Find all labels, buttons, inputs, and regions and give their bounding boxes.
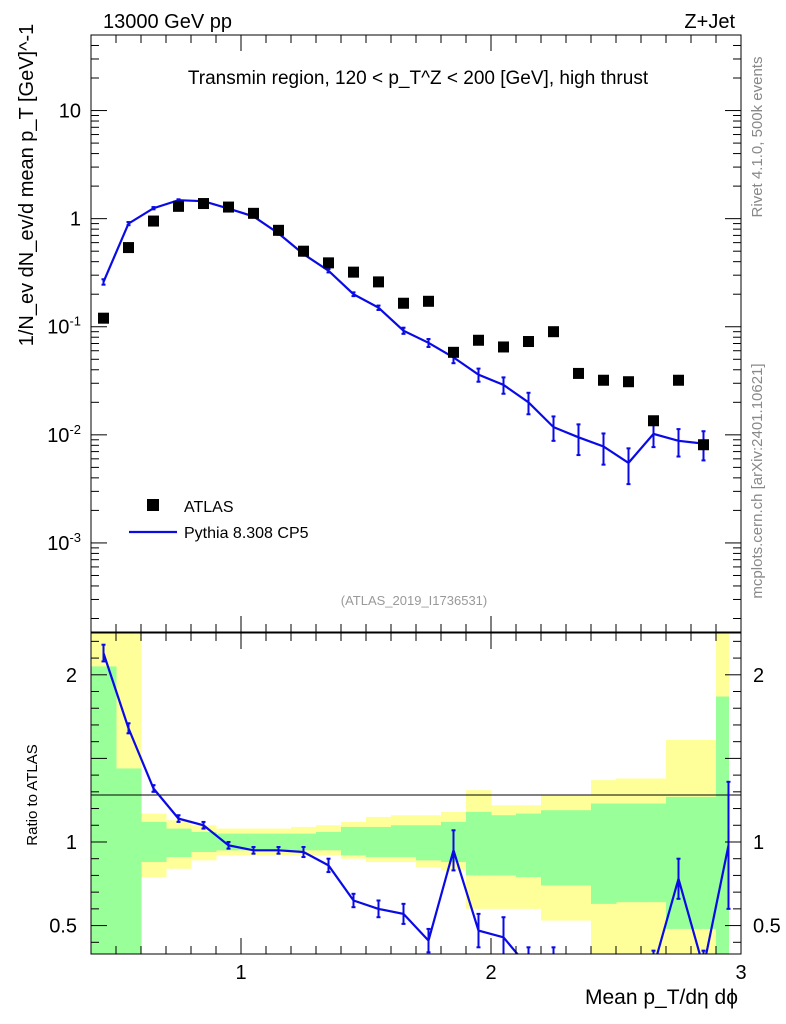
atlas-data-point [448, 346, 459, 358]
ratio-y-tick-label-right: 0.5 [753, 916, 781, 938]
atlas-data-point [123, 242, 134, 254]
atlas-data-point [423, 295, 434, 307]
atlas-data-point [523, 336, 534, 348]
ratio-band-green [691, 796, 717, 929]
legend: ATLAS Pythia 8.308 CP5 [129, 499, 309, 542]
atlas-data-point [148, 215, 159, 227]
analysis-watermark: (ATLAS_2019_I1736531) [341, 593, 487, 608]
header-right-label: Z+Jet [684, 11, 735, 33]
ratio-band-green [91, 666, 117, 954]
ratio-series-group [101, 643, 731, 954]
ratio-band-green [116, 768, 142, 954]
ratio-y-tick-label-right: 2 [753, 665, 764, 687]
main-plot-panel: 10-3 10-2 10-1 1 10 Transmin region, 120 < p… [16, 24, 742, 633]
x-tick-label: 3 [735, 962, 746, 984]
atlas-data-point [623, 376, 634, 388]
ratio-band-green [716, 696, 729, 954]
atlas-data-point [248, 207, 259, 219]
mcplots-label: mcplots.cern.ch [arXiv:2401.10621] [749, 363, 766, 598]
ratio-band-green [516, 813, 542, 878]
ratio-band-green [291, 833, 317, 851]
main-y-tick-label: 10-1 [47, 314, 81, 339]
main-series-layer [98, 198, 709, 486]
ratio-band-green [616, 803, 642, 903]
atlas-data-point [398, 297, 409, 309]
ratio-band-green [141, 821, 167, 863]
atlas-data-point [98, 312, 109, 324]
atlas-data-point [373, 276, 384, 288]
header-left-label: 13000 GeV pp [103, 11, 232, 33]
atlas-data-point [348, 266, 359, 278]
atlas-data-point [473, 334, 484, 346]
main-y-tick-label: 1 [70, 209, 81, 231]
legend-atlas-marker [147, 499, 159, 511]
atlas-data-point [498, 341, 509, 353]
atlas-data-point [298, 245, 309, 257]
ratio-y-tick-label-left: 2 [66, 665, 77, 687]
ratio-uncertainty-bands [91, 633, 729, 954]
ratio-axes: 0.5 0.5 1 1 2 2 1 2 3 [49, 633, 781, 984]
ratio-series-layer [101, 643, 731, 954]
ratio-band-green [191, 831, 217, 853]
atlas-data-point [573, 367, 584, 379]
ratio-band-green [541, 810, 567, 886]
legend-pythia-label: Pythia 8.308 CP5 [184, 525, 309, 542]
atlas-data-point [673, 374, 684, 386]
atlas-data-point [273, 224, 284, 236]
ratio-band-green [416, 825, 442, 861]
main-y-tick-label: 10-3 [47, 530, 81, 555]
atlas-data-point [223, 201, 234, 213]
ratio-line [656, 845, 730, 954]
ratio-y-tick-label-right: 1 [753, 832, 764, 854]
main-y-axis-label: 1/N_ev dN_ev/d mean p_T [GeV]^-1 [16, 24, 38, 347]
ratio-y-tick-label-left: 0.5 [49, 916, 77, 938]
ratio-band-green [266, 833, 292, 851]
x-tick-label: 2 [485, 962, 496, 984]
ratio-band-green [166, 828, 192, 858]
atlas-data-point [698, 439, 709, 451]
main-chart-title: Transmin region, 120 < p_T^Z < 200 [GeV]… [188, 68, 649, 89]
ratio-band-green [591, 803, 617, 904]
atlas-data-point [198, 198, 209, 210]
ratio-band-green [316, 831, 342, 851]
ratio-band-green [491, 815, 517, 876]
main-axes: 10-3 10-2 10-1 1 10 [47, 34, 742, 632]
ratio-band-green [241, 833, 267, 851]
legend-atlas-label: ATLAS [184, 499, 234, 516]
ratio-band-green [466, 811, 492, 876]
atlas-data-point [173, 200, 184, 212]
rivet-label: Rivet 4.1.0, 500k events [749, 57, 766, 218]
ratio-y-tick-label-left: 1 [66, 832, 77, 854]
atlas-data-point [648, 415, 659, 427]
ratio-band-green [641, 803, 667, 903]
atlas-data-point [323, 257, 334, 269]
x-tick-label: 1 [235, 962, 246, 984]
x-axis-label: Mean p_T/dη dϕ [585, 986, 738, 1009]
ratio-band-green [566, 810, 592, 886]
main-plot-frame [90, 34, 742, 633]
ratio-band-green [341, 826, 367, 856]
ratio-band-green [391, 825, 417, 858]
main-y-tick-label: 10 [59, 101, 81, 123]
ratio-plot-panel: 0.5 0.5 1 1 2 2 1 2 3 Ratio to ATLAS Mean p_T/dη… [24, 632, 781, 1009]
ratio-y-axis-label: Ratio to ATLAS [24, 744, 41, 845]
atlas-data-point [548, 326, 559, 338]
ratio-band-green [366, 826, 392, 858]
atlas-data-point [598, 374, 609, 386]
main-y-tick-label: 10-2 [47, 422, 81, 447]
